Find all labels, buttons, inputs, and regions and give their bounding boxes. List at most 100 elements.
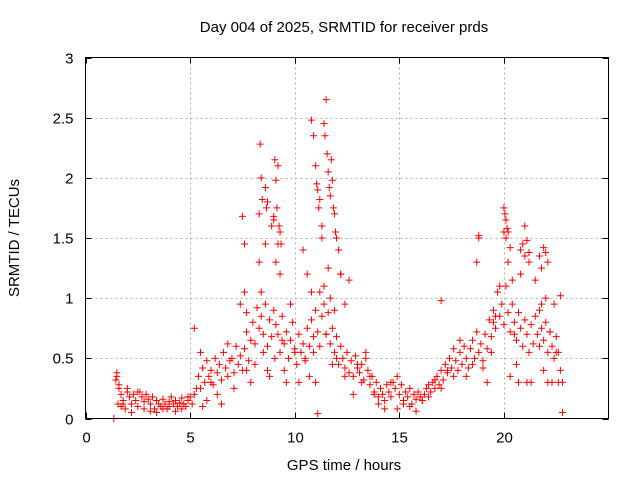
y-tick-label: 3 (65, 51, 73, 68)
data-point (299, 246, 307, 254)
data-point (512, 360, 520, 368)
data-point (197, 348, 205, 356)
data-point (397, 381, 405, 389)
data-point (257, 288, 265, 296)
data-point (213, 369, 221, 377)
data-point (475, 232, 483, 240)
data-point (134, 388, 142, 396)
data-point (335, 246, 343, 254)
data-point (437, 366, 445, 374)
data-point (460, 342, 468, 350)
data-point (188, 400, 196, 408)
data-point (362, 354, 370, 362)
data-point (441, 360, 449, 368)
data-point (320, 120, 328, 128)
data-point (271, 156, 279, 164)
data-point (159, 405, 167, 413)
data-point (416, 393, 424, 401)
data-point (540, 366, 548, 374)
data-point (475, 348, 483, 356)
data-point (510, 330, 518, 338)
data-point (395, 390, 403, 398)
data-point (174, 402, 182, 410)
data-point (230, 384, 238, 392)
data-point (222, 364, 230, 372)
data-point (483, 345, 491, 353)
data-point (291, 348, 299, 356)
data-point (243, 366, 251, 374)
data-point (540, 244, 548, 252)
data-point (178, 394, 186, 402)
data-point (312, 162, 320, 170)
y-tick-label: 0 (65, 412, 73, 429)
data-point (273, 204, 281, 212)
data-point (303, 324, 311, 332)
data-point (240, 240, 248, 248)
data-point (276, 270, 284, 278)
data-point (341, 364, 349, 372)
data-point (345, 276, 353, 284)
data-point (280, 366, 288, 374)
data-point (123, 384, 131, 392)
data-point (489, 318, 497, 326)
data-point (199, 402, 207, 410)
data-point (521, 316, 529, 324)
data-point (326, 294, 334, 302)
data-point (496, 282, 504, 290)
data-point (521, 222, 529, 230)
data-point (138, 393, 146, 401)
data-point (146, 400, 154, 408)
data-point (220, 348, 228, 356)
data-point (506, 372, 514, 380)
data-point (343, 348, 351, 356)
data-point (318, 312, 326, 320)
data-point (504, 309, 512, 317)
data-point (366, 372, 374, 380)
data-point (324, 309, 332, 317)
data-point (261, 300, 269, 308)
data-point (406, 402, 414, 410)
data-point (437, 297, 445, 305)
data-point (341, 300, 349, 308)
data-point (316, 195, 324, 203)
data-point (337, 342, 345, 350)
data-point (548, 342, 556, 350)
data-point (151, 405, 159, 413)
data-point (450, 372, 458, 380)
data-point (305, 372, 313, 380)
data-point (313, 180, 321, 188)
data-point (535, 252, 543, 260)
data-point (282, 328, 290, 336)
data-point (456, 336, 464, 344)
data-point (333, 354, 341, 362)
data-point (307, 116, 315, 124)
data-point (310, 333, 318, 341)
data-point (318, 222, 326, 230)
data-point (316, 288, 324, 296)
data-point (261, 183, 269, 191)
data-point (303, 270, 311, 278)
data-point (500, 321, 508, 329)
data-point (383, 381, 391, 389)
data-point (542, 248, 550, 256)
data-point (249, 318, 257, 326)
data-point (527, 321, 535, 329)
data-point (550, 300, 558, 308)
data-point (207, 366, 215, 374)
data-point (500, 204, 508, 212)
x-tick-label: 5 (186, 430, 194, 447)
data-point (161, 400, 169, 408)
data-point (341, 372, 349, 380)
data-point (420, 390, 428, 398)
data-point (255, 210, 263, 218)
data-point (295, 378, 303, 386)
data-point (469, 360, 477, 368)
x-tick-label: 20 (496, 430, 513, 447)
data-point (464, 364, 472, 372)
data-point (280, 340, 288, 348)
data-point (278, 336, 286, 344)
data-point (381, 405, 389, 413)
data-point (321, 132, 329, 140)
data-point (238, 212, 246, 220)
data-point (247, 378, 255, 386)
